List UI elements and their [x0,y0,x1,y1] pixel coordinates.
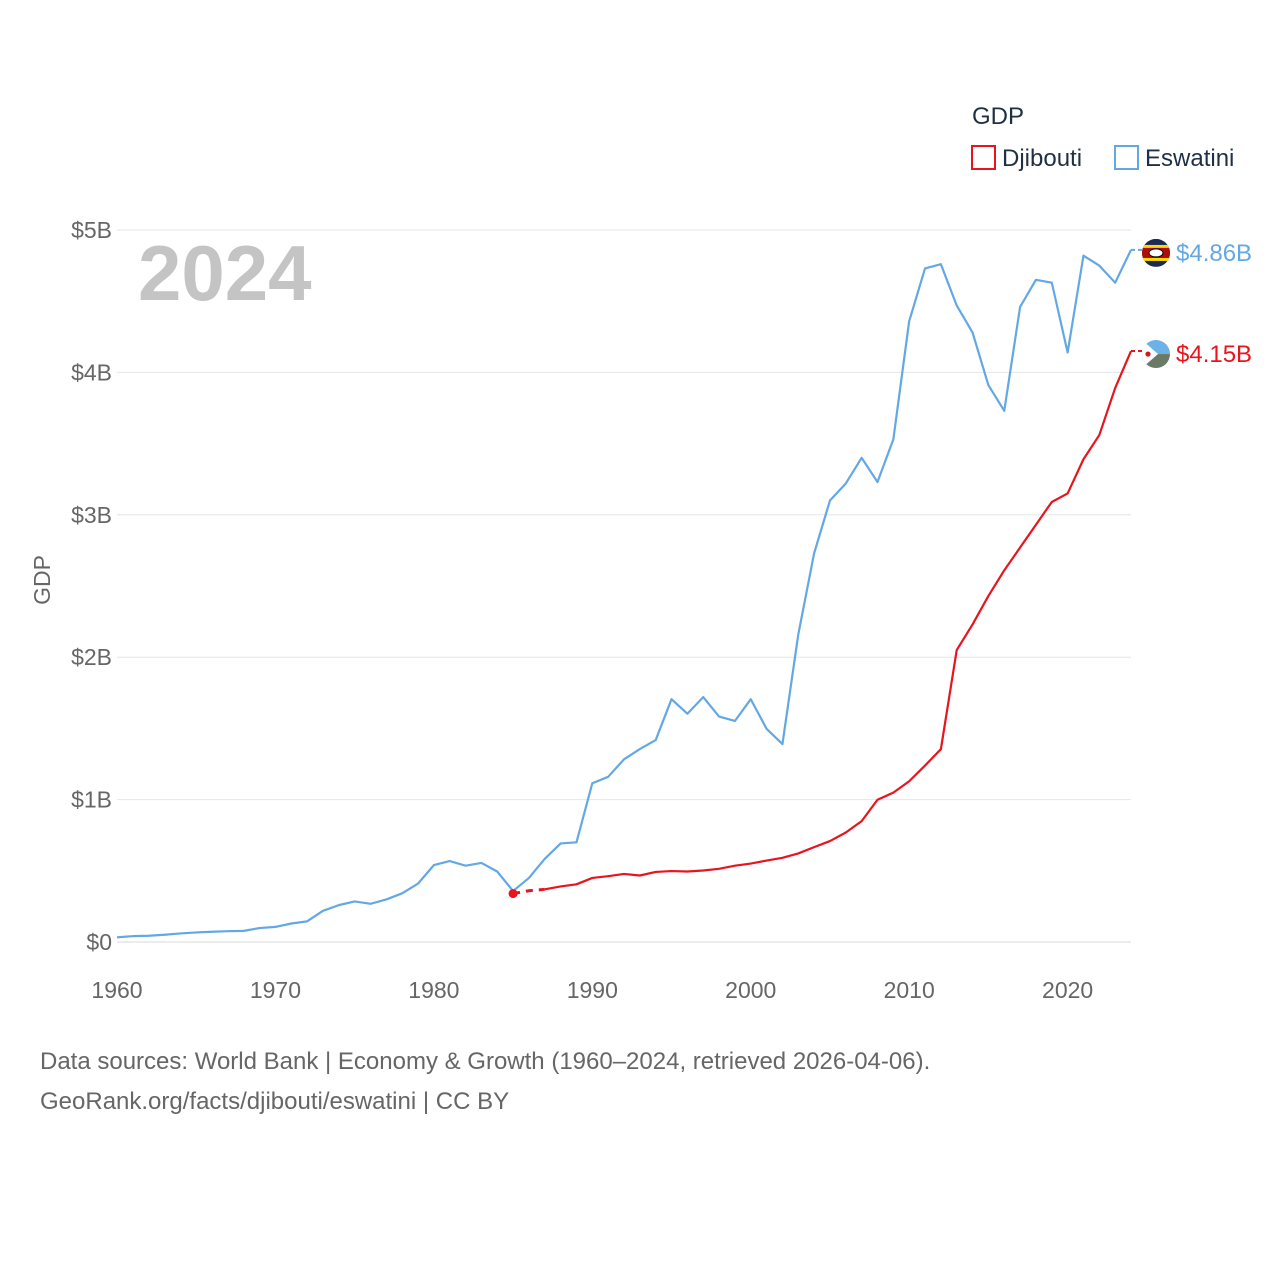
y-tick-label: $5B [71,217,112,243]
legend-item-djibouti[interactable]: Djibouti [971,145,1082,172]
eswatini-flag-icon [1142,238,1170,267]
legend-label-eswatini: Eswatini [1145,145,1234,172]
x-tick-label: 1990 [567,977,618,1003]
x-tick-label: 2010 [884,977,935,1003]
series-djibouti: $4.15B [508,340,1252,899]
series-start-point-djibouti [508,889,518,899]
x-tick-label: 2000 [725,977,776,1003]
x-tick-label: 1980 [408,977,459,1003]
y-tick-label: $3B [71,502,112,528]
y-tick-label: $0 [86,929,112,955]
y-tick-label: $2B [71,644,112,670]
year-label: 2024 [138,229,312,317]
legend-swatch-eswatini [1114,145,1139,170]
series-line-djibouti [544,350,1133,891]
x-tick-label: 2020 [1042,977,1093,1003]
y-axis-label: GDP [29,555,55,605]
legend-swatch-djibouti [971,145,996,170]
source-line-1: Data sources: World Bank | Economy & Gro… [40,1048,931,1075]
x-axis-ticks: 1960 1970 1980 1990 2000 2010 2020 [91,977,1093,1003]
y-tick-label: $1B [71,787,112,813]
end-value-label-eswatini: $4.86B [1176,240,1252,267]
series-eswatini: $4.86B [116,238,1252,939]
source-line-2[interactable]: GeoRank.org/facts/djibouti/eswatini | CC… [40,1088,510,1115]
line-chart: $0 $1B $2B $3B $4B $5B 1960 1970 1980 1990 2000 20… [29,103,1252,1003]
series-line-eswatini [116,249,1132,939]
legend-title: GDP [972,103,1024,130]
x-tick-label: 1970 [250,977,301,1003]
legend-item-eswatini[interactable]: Eswatini [1114,145,1234,172]
series-layer: $4.86B $4.15B [116,238,1252,939]
legend: GDP Djibouti Eswatini [971,103,1234,172]
legend-label-djibouti: Djibouti [1002,145,1082,172]
djibouti-flag-icon [1142,340,1170,369]
y-axis-ticks: $0 $1B $2B $3B $4B $5B [71,217,112,955]
x-tick-label: 1960 [91,977,142,1003]
y-tick-label: $4B [71,359,112,385]
gridlines [117,229,1131,943]
end-value-label-djibouti: $4.15B [1176,341,1252,368]
source-note: Data sources: World Bank | Economy & Gro… [40,1042,1240,1122]
series-line-dashed-djibouti [512,887,545,896]
